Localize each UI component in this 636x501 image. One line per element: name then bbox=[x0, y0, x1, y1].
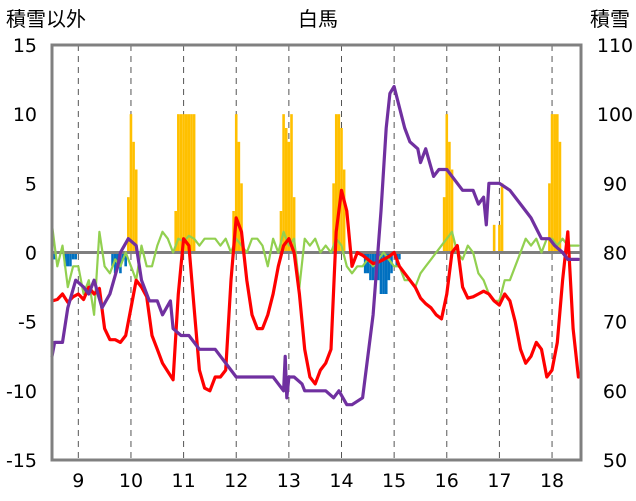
right-axis-label: 積雪 bbox=[590, 7, 630, 31]
left-tick-label: 5 bbox=[25, 173, 37, 195]
left-tick-label: -10 bbox=[6, 381, 37, 403]
precipitation_positive-bar bbox=[190, 114, 193, 253]
x-tick-label: 16 bbox=[435, 470, 459, 492]
precipitation_positive-bar bbox=[132, 141, 135, 253]
precipitation_negative-bar bbox=[387, 252, 391, 281]
left-tick-label: 0 bbox=[25, 243, 37, 265]
precipitation_positive-bar bbox=[342, 169, 346, 253]
precipitation_positive-bar bbox=[442, 197, 446, 253]
precipitation_positive-bar bbox=[129, 114, 133, 253]
precipitation_positive-bar bbox=[134, 169, 138, 253]
precipitation_negative-bar bbox=[71, 252, 75, 260]
x-tick-label: 17 bbox=[487, 470, 511, 492]
precipitation_positive-bar bbox=[332, 183, 335, 253]
precipitation_positive-bar bbox=[282, 114, 285, 253]
precipitation_positive-bar bbox=[498, 224, 501, 253]
right-tick-label: 50 bbox=[603, 450, 627, 472]
right-tick-label: 100 bbox=[597, 104, 633, 126]
precipitation_negative-bar bbox=[384, 252, 388, 294]
precipitation_positive-bar bbox=[334, 114, 338, 253]
precipitation_negative-bar bbox=[53, 252, 56, 260]
temperature-line bbox=[50, 188, 581, 393]
x-tick-label: 12 bbox=[224, 470, 248, 492]
precipitation_negative-bar bbox=[113, 252, 117, 274]
precipitation_positive-bar bbox=[174, 211, 177, 253]
precipitation_negative-bar bbox=[69, 252, 72, 267]
series-lines bbox=[50, 84, 581, 407]
precipitation_positive-bar bbox=[292, 197, 296, 253]
precipitation_positive-bar bbox=[177, 114, 180, 253]
precipitation_positive-bar bbox=[287, 141, 291, 253]
precipitation-bars bbox=[53, 114, 562, 294]
precipitation_positive-bar bbox=[548, 183, 551, 253]
precipitation_negative-bar bbox=[366, 252, 370, 274]
right-tick-label: 110 bbox=[597, 35, 633, 57]
precipitation_negative-bar bbox=[121, 252, 125, 260]
left-tick-label: 10 bbox=[13, 104, 37, 126]
left-tick-label: -15 bbox=[6, 450, 37, 472]
x-tick-label: 15 bbox=[382, 470, 406, 492]
precipitation_positive-bar bbox=[450, 169, 454, 253]
precipitation_negative-bar bbox=[124, 252, 127, 267]
left-tick-label: 15 bbox=[13, 35, 37, 57]
left-axis-label: 積雪以外 bbox=[6, 7, 86, 31]
precipitation_positive-bar bbox=[556, 114, 559, 253]
x-tick-label: 10 bbox=[119, 470, 143, 492]
precipitation_negative-bar bbox=[119, 252, 122, 274]
precipitation_negative-bar bbox=[74, 252, 77, 260]
precipitation_positive-bar bbox=[500, 183, 504, 253]
right-tick-label: 70 bbox=[603, 312, 627, 334]
left-axis-tick-labels: 15 10 5 0 -5 -10 -15 bbox=[6, 35, 37, 472]
precipitation_positive-bar bbox=[240, 183, 243, 253]
right-axis-tick-labels: 110 100 90 80 70 60 50 bbox=[597, 35, 633, 472]
x-tick-label: 11 bbox=[171, 470, 195, 492]
precipitation_positive-bar bbox=[492, 224, 496, 253]
x-axis-tick-labels: 9 10 11 12 13 14 15 16 17 18 bbox=[72, 470, 564, 492]
precipitation_negative-bar bbox=[111, 252, 114, 267]
precipitation_positive-bar bbox=[179, 114, 183, 253]
right-tick-label: 60 bbox=[603, 381, 627, 403]
right-tick-label: 90 bbox=[603, 173, 627, 195]
x-tick-label: 14 bbox=[329, 470, 353, 492]
precipitation_positive-bar bbox=[234, 114, 238, 253]
x-tick-label: 13 bbox=[277, 470, 301, 492]
precipitation_negative-bar bbox=[66, 252, 70, 267]
precipitation_positive-bar bbox=[127, 197, 130, 253]
precipitation_negative-bar bbox=[379, 252, 383, 294]
precipitation_negative-bar bbox=[398, 252, 401, 260]
chart-title: 白馬 bbox=[298, 7, 338, 31]
left-tick-label: -5 bbox=[18, 312, 37, 334]
precipitation_positive-bar bbox=[284, 128, 288, 253]
x-tick-label: 18 bbox=[540, 470, 564, 492]
precipitation_positive-bar bbox=[337, 114, 341, 253]
precipitation_positive-bar bbox=[182, 114, 185, 253]
precipitation_positive-bar bbox=[187, 114, 191, 253]
precipitation_negative-bar bbox=[382, 252, 385, 294]
right-tick-label: 80 bbox=[603, 243, 627, 265]
precipitation_positive-bar bbox=[237, 141, 241, 253]
precipitation_positive-bar bbox=[184, 114, 188, 253]
plot-frame bbox=[50, 43, 583, 462]
snow_depth-line bbox=[50, 84, 581, 407]
precipitation_negative-bar bbox=[369, 252, 372, 281]
precipitation_positive-bar bbox=[448, 141, 451, 253]
precipitation_positive-bar bbox=[445, 114, 449, 253]
precipitation_positive-bar bbox=[558, 141, 562, 253]
precipitation_positive-bar bbox=[192, 114, 196, 253]
x-tick-label: 9 bbox=[72, 470, 84, 492]
precipitation_positive-bar bbox=[279, 211, 283, 253]
precipitation_positive-bar bbox=[553, 114, 556, 253]
precipitation_positive-bar bbox=[290, 114, 293, 253]
precipitation_positive-bar bbox=[550, 114, 554, 253]
